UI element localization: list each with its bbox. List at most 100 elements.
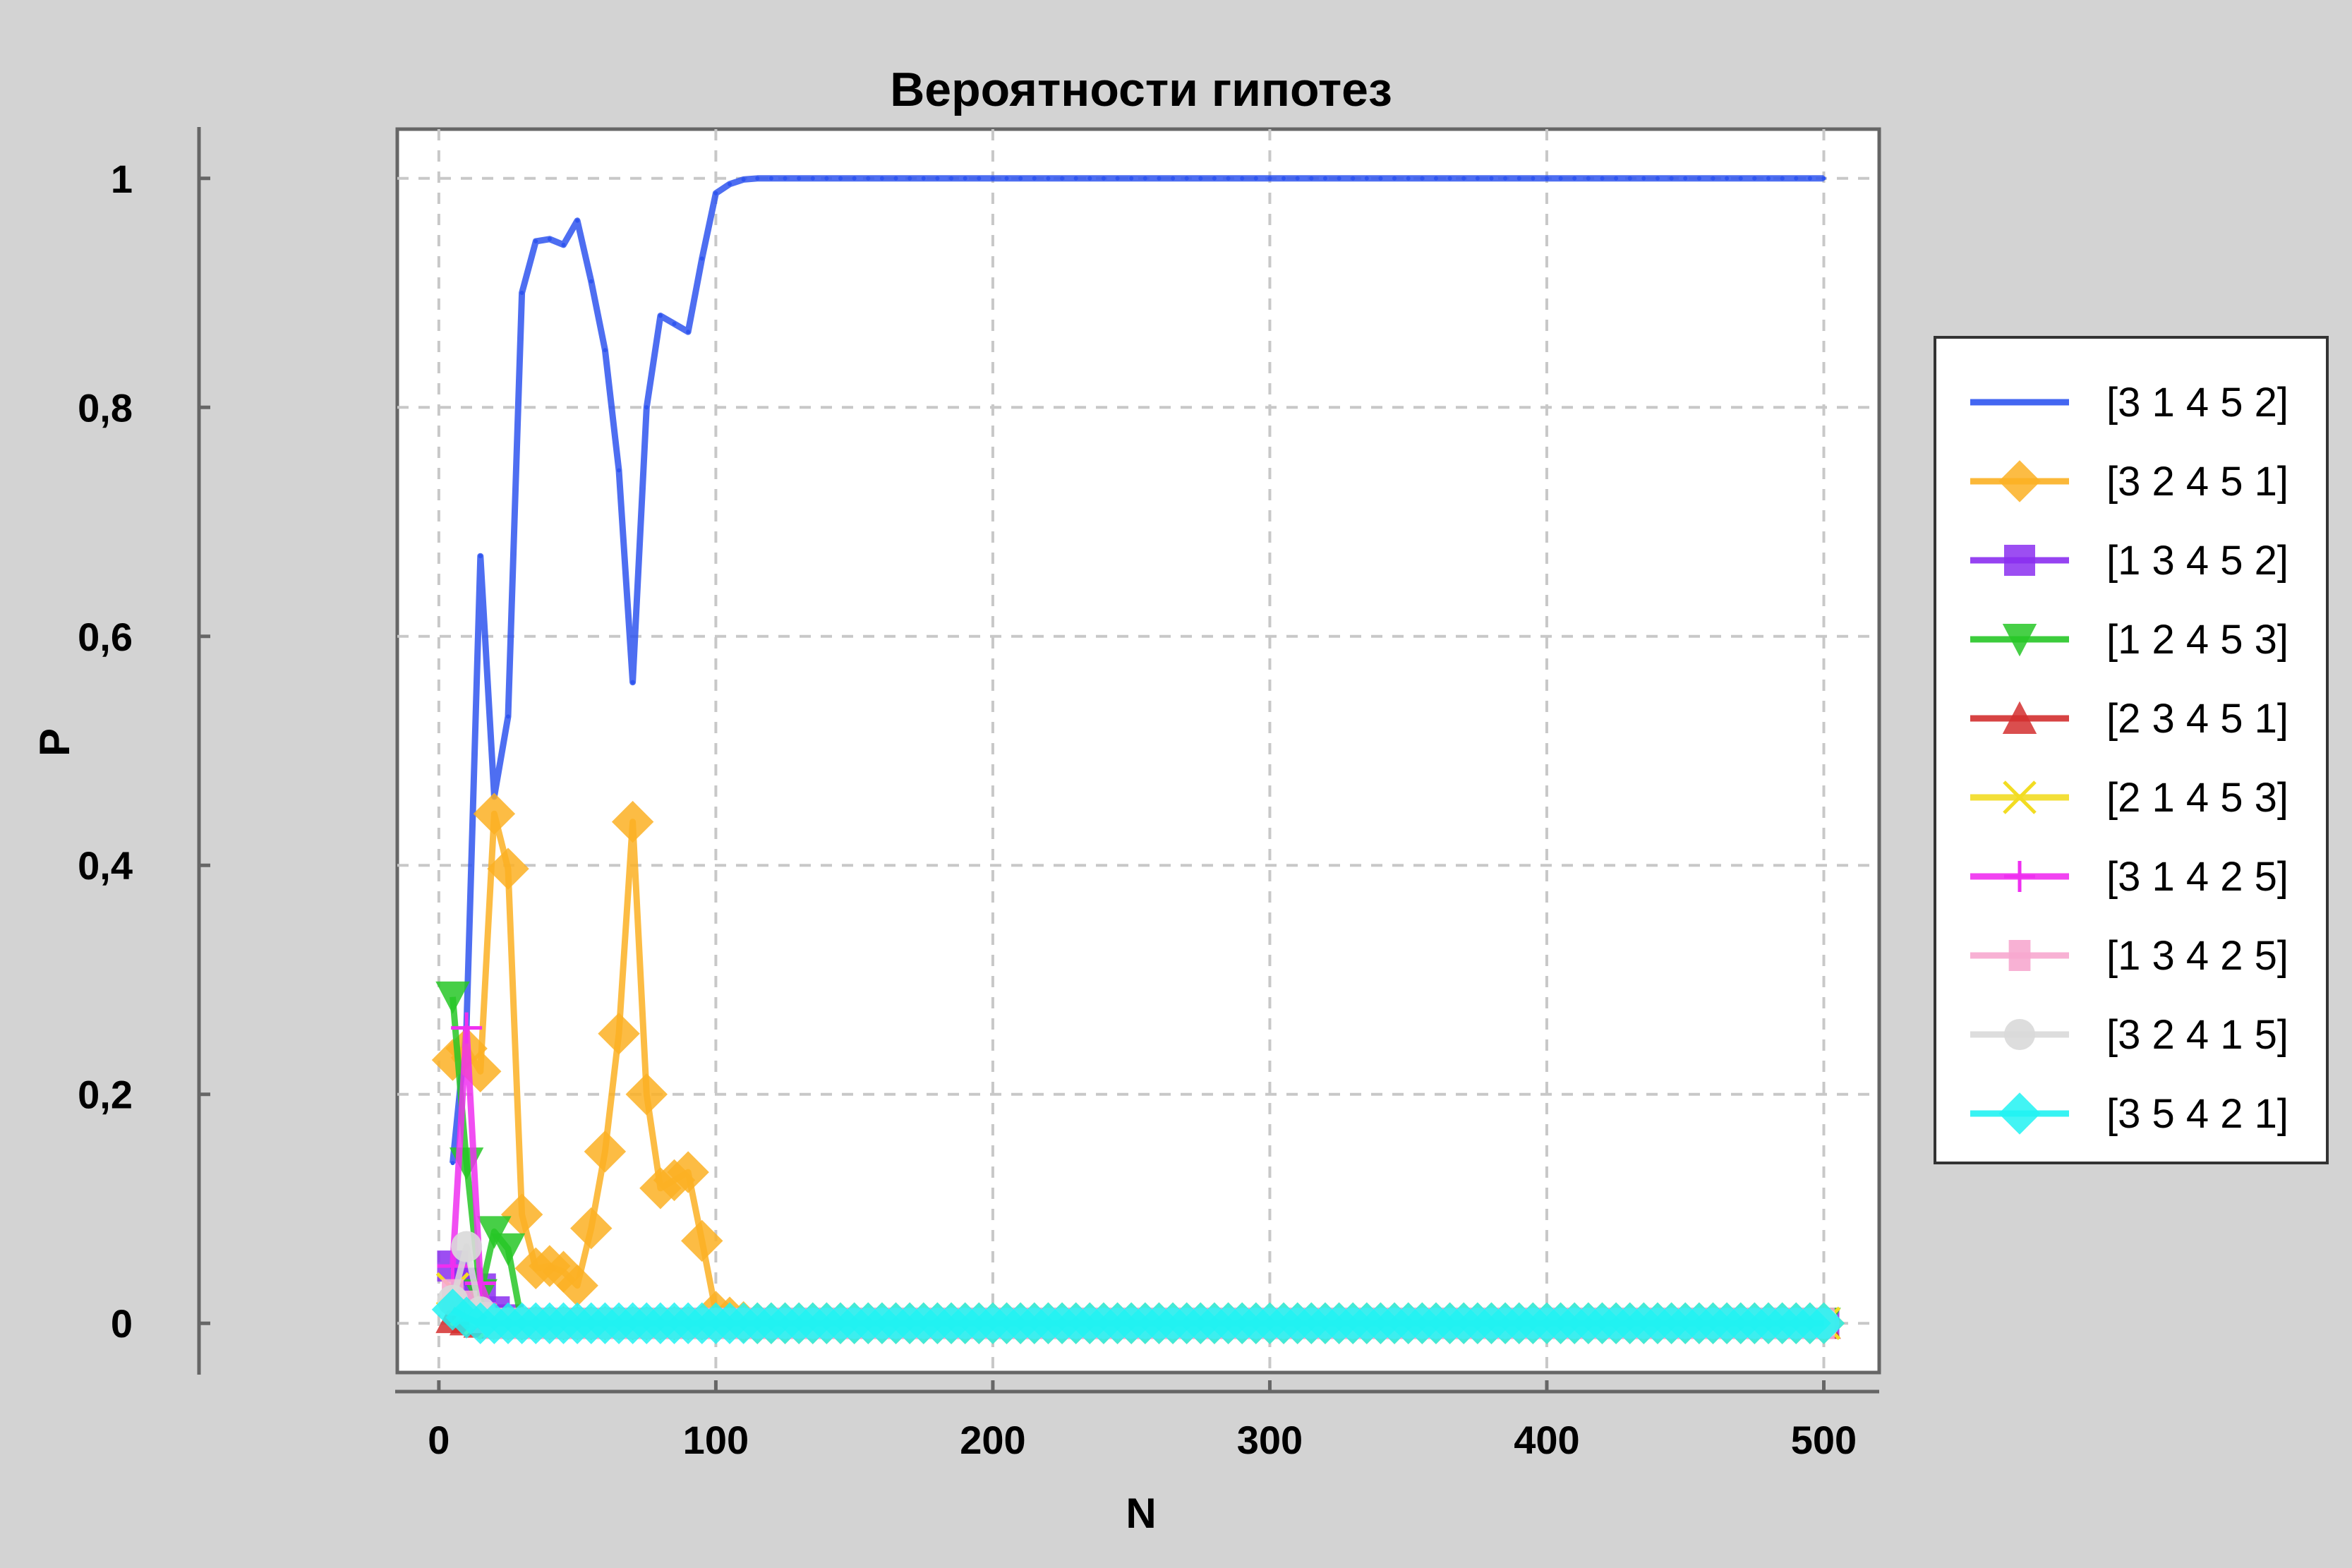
data-point — [1794, 176, 1799, 181]
data-point — [1516, 176, 1521, 181]
data-point — [625, 1073, 668, 1116]
legend-label: [1 3 4 5 2] — [2106, 538, 2288, 584]
data-point — [866, 176, 871, 181]
data-point — [852, 176, 857, 181]
data-point — [451, 1231, 483, 1262]
data-point — [1696, 176, 1701, 181]
data-point — [1711, 176, 1715, 181]
data-point — [1087, 176, 1092, 181]
data-point — [575, 218, 580, 223]
legend-item: [3 5 4 2 1] — [1970, 1091, 2288, 1137]
x-tick-label: 200 — [960, 1418, 1025, 1462]
data-point — [879, 176, 884, 181]
data-point — [1253, 176, 1258, 181]
data-point — [1198, 176, 1203, 181]
data-point — [1364, 176, 1369, 181]
data-point — [1295, 176, 1300, 181]
data-point — [907, 176, 912, 181]
data-point — [1392, 176, 1397, 181]
data-point — [949, 176, 954, 181]
data-point — [1780, 176, 1785, 181]
legend-marker — [2002, 624, 2037, 657]
data-point — [1032, 176, 1037, 181]
data-point — [783, 176, 788, 181]
data-point — [1157, 176, 1162, 181]
data-point — [533, 239, 538, 244]
data-point — [547, 236, 552, 241]
data-point — [686, 330, 691, 334]
data-point — [1531, 176, 1536, 181]
data-point — [451, 1012, 483, 1044]
legend-marker — [1998, 1092, 2041, 1135]
data-point — [1142, 176, 1147, 181]
y-tick-label: 0,8 — [78, 385, 133, 430]
axes: 0 0,2 0,4 0,6 0,8 1 0 100 200 300 400 500 — [78, 127, 1879, 1462]
data-point — [1669, 176, 1674, 181]
data-point — [741, 177, 746, 182]
series-layer — [431, 175, 1845, 1344]
legend-label: [3 1 4 2 5] — [2106, 854, 2288, 900]
legend-label: [3 1 4 5 2] — [2106, 380, 2288, 426]
x-tick-label: 300 — [1237, 1418, 1303, 1462]
data-point — [1378, 176, 1383, 181]
x-tick-label: 500 — [1791, 1418, 1857, 1462]
legend-marker — [2008, 940, 2031, 971]
legend-item: [2 1 4 5 3] — [1970, 775, 2288, 821]
data-point — [1406, 176, 1411, 181]
data-point — [1641, 176, 1646, 181]
data-point — [473, 792, 516, 835]
data-point — [699, 256, 704, 261]
data-point — [935, 176, 940, 181]
legend-marker — [2003, 780, 2037, 814]
data-point — [672, 321, 677, 326]
data-point — [435, 981, 470, 1015]
legend-item: [1 2 4 5 3] — [1970, 617, 2288, 663]
x-tick-label: 0 — [428, 1418, 450, 1462]
data-point — [1683, 176, 1688, 181]
legend-item: [1 3 4 5 2] — [1970, 538, 2288, 584]
data-point — [1807, 176, 1812, 181]
series-line — [450, 175, 1824, 1164]
legend-label: [2 1 4 5 3] — [2106, 775, 2288, 821]
data-point — [1600, 176, 1605, 181]
data-point — [1281, 176, 1286, 181]
data-point — [1544, 176, 1549, 181]
data-point — [1184, 176, 1189, 181]
legend-item: [3 1 4 2 5] — [1970, 854, 2288, 900]
x-tick-label: 400 — [1514, 1418, 1579, 1462]
data-point — [768, 176, 773, 181]
legend-label: [3 5 4 2 1] — [2106, 1091, 2288, 1137]
data-point — [1322, 176, 1327, 181]
data-point — [797, 176, 802, 181]
data-point — [1060, 176, 1065, 181]
data-point — [1226, 176, 1231, 181]
data-point — [611, 800, 654, 843]
data-point — [478, 554, 483, 559]
legend-label: [3 2 4 1 5] — [2106, 1012, 2288, 1058]
data-point — [1627, 176, 1632, 181]
x-tick-label: 100 — [683, 1418, 749, 1462]
data-point — [810, 176, 815, 181]
data-point — [1351, 176, 1356, 181]
x-axis-label: N — [1126, 1490, 1156, 1537]
data-point — [556, 1264, 598, 1307]
legend-marker — [1998, 460, 2041, 502]
data-point — [1614, 176, 1619, 181]
legend-item: [3 2 4 5 1] — [1970, 459, 2288, 505]
data-point — [1489, 176, 1494, 181]
data-point — [1004, 176, 1009, 181]
data-point — [1572, 176, 1577, 181]
data-point — [1738, 176, 1743, 181]
data-point — [644, 405, 649, 410]
data-point — [824, 176, 829, 181]
y-tick-label: 0,2 — [78, 1073, 133, 1117]
data-point — [477, 1216, 512, 1249]
data-point — [1018, 176, 1023, 181]
data-point — [506, 714, 511, 719]
data-point — [584, 1130, 627, 1173]
data-point — [1115, 176, 1120, 181]
legend-label: [1 2 4 5 3] — [2106, 617, 2288, 663]
data-point — [1447, 176, 1452, 181]
data-point — [755, 176, 760, 181]
data-point — [598, 1013, 640, 1055]
